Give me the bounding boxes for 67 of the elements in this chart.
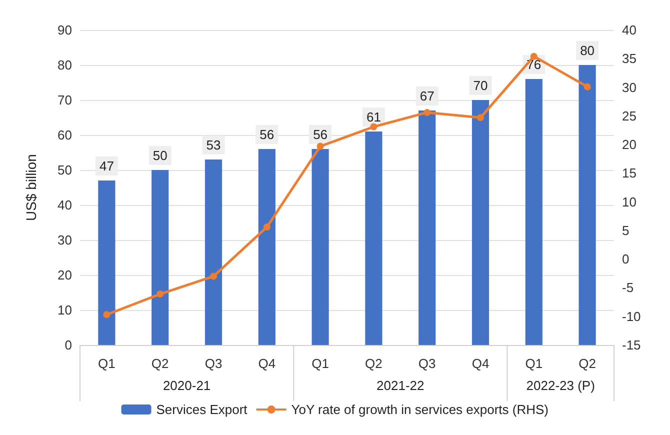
y2-tick-label: 0: [622, 252, 630, 267]
text: 2020-21: [162, 378, 211, 393]
bar: [152, 170, 169, 345]
data-label: 80: [580, 43, 595, 58]
y2-tick-label: 35: [622, 51, 636, 66]
point: [584, 83, 591, 90]
y2-tick-label: 5: [622, 222, 630, 238]
x-tick-label: Q2: [578, 356, 596, 371]
x-tick-label: Q1: [312, 356, 329, 371]
legend-label: YoY rate of growth in services exports (RHS): [291, 402, 549, 417]
y-tick-label: 10: [58, 302, 72, 318]
y2-tick-label: 10: [622, 194, 636, 210]
x-tick-label: Q2: [151, 356, 169, 371]
y2-tick-label: 20: [622, 137, 636, 152]
bar: [98, 180, 116, 345]
point: [370, 123, 378, 130]
bar: [525, 79, 542, 345]
y-tick-label: 0: [64, 338, 72, 352]
data-label: 53: [206, 138, 221, 152]
text: 2022-23 (P): [526, 378, 595, 393]
bar: [578, 65, 596, 345]
legend-label: Services Export: [156, 402, 248, 417]
bar: [418, 110, 436, 345]
point: [263, 224, 270, 231]
point: [424, 108, 431, 116]
text: 2021-22: [376, 378, 424, 393]
point: [156, 290, 164, 298]
y2-tick-label: 25: [622, 108, 636, 124]
y-tick-label: 50: [58, 162, 72, 178]
y2-tick-label: -5: [622, 280, 634, 296]
point: [316, 142, 324, 150]
y-tick-label: 60: [58, 128, 72, 142]
y-tick-label: 30: [58, 232, 72, 248]
bar: [312, 149, 329, 345]
x-tick-label: Q1: [525, 356, 543, 371]
data-label: 56: [313, 127, 328, 142]
y2-tick-label: 30: [622, 80, 636, 95]
x-tick-label: Q1: [98, 356, 116, 371]
y-tick-label: 90: [58, 22, 72, 38]
x-tick-label: Q3: [204, 356, 222, 371]
x-tick-label: Q4: [472, 356, 490, 371]
x-tick-label: Q3: [418, 356, 436, 371]
y-axis-title: US$ billion: [23, 154, 39, 221]
data-label: 61: [366, 110, 381, 124]
point: [210, 272, 217, 280]
y-tick-label: 40: [58, 198, 72, 212]
y-tick-label: 80: [58, 58, 72, 72]
x-tick-label: Q2: [365, 356, 382, 371]
data-label: 70: [473, 78, 488, 93]
point: [530, 52, 538, 60]
bar: [204, 160, 222, 345]
point: [477, 114, 484, 122]
data-label: 47: [99, 158, 114, 174]
x-tick-label: Q4: [258, 356, 276, 371]
point: [103, 311, 110, 318]
data-label: 50: [152, 148, 168, 163]
y2-tick-label: -15: [622, 338, 641, 352]
y-tick-label: 20: [58, 268, 72, 282]
y2-tick-label: 40: [622, 22, 636, 38]
bar: [365, 132, 382, 345]
data-label: 56: [260, 127, 274, 142]
bar: [472, 100, 490, 345]
y2-tick-label: -10: [622, 308, 641, 324]
bar: [258, 149, 276, 345]
data-label: 67: [420, 88, 434, 104]
y-tick-label: 70: [58, 92, 72, 108]
y2-tick-label: 15: [622, 166, 636, 181]
